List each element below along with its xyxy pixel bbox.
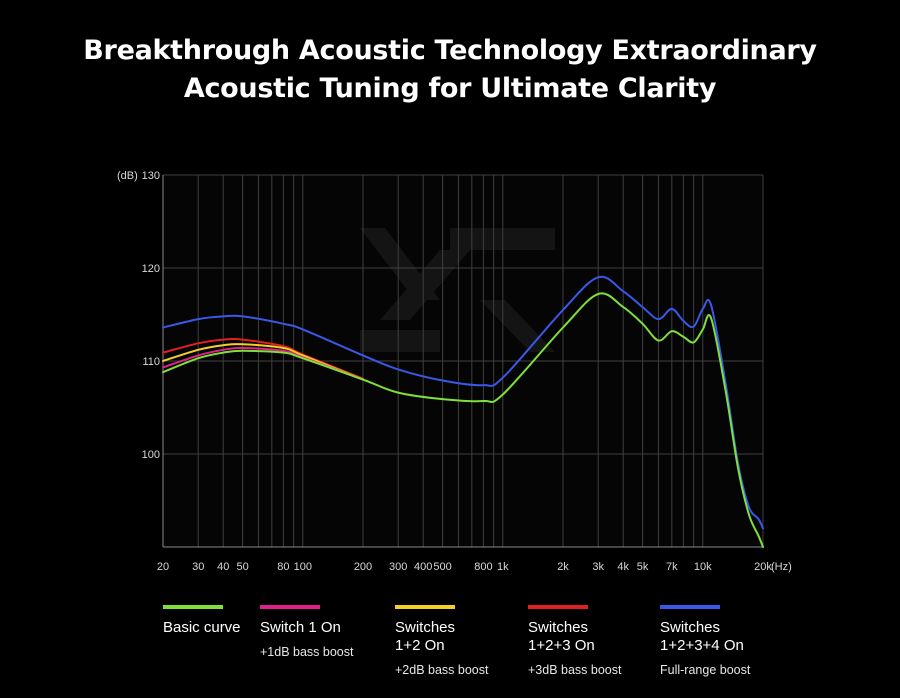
x-axis-unit-label: (Hz) — [771, 561, 792, 573]
x-tick-label: 800 — [474, 561, 492, 573]
x-tick-label: 200 — [354, 561, 372, 573]
legend-label: Switches 1+2 On — [395, 619, 456, 654]
page-title: Breakthrough Acoustic Technology Extraor… — [0, 32, 900, 108]
x-tick-label: 400 — [414, 561, 432, 573]
x-tick-label: 3k — [592, 561, 604, 573]
title-line-2: Acoustic Tuning for Ultimate Clarity — [183, 73, 717, 104]
y-axis-unit-label: (dB) — [117, 170, 138, 182]
y-tick-label: 120 — [142, 263, 160, 275]
legend-item: Switch 1 On +1dB bass boost — [260, 605, 353, 659]
x-tick-label: 7k — [666, 561, 678, 573]
legend-label: Basic curve — [163, 619, 241, 636]
series-line-4 — [162, 275, 764, 530]
x-tick-label: 50 — [236, 561, 248, 573]
y-tick-label: 100 — [142, 449, 160, 461]
legend-item: Switches 1+2 On +2dB bass boost — [395, 605, 488, 677]
x-tick-label: 10k — [694, 561, 712, 573]
x-tick-label: 20k — [754, 561, 772, 573]
legend-label: Switches 1+2+3+4 On — [660, 619, 744, 654]
x-tick-label: 300 — [389, 561, 407, 573]
legend-swatch — [163, 605, 223, 609]
legend-swatch — [260, 605, 320, 609]
legend-description: +3dB bass boost — [528, 663, 622, 677]
legend-description: Full-range boost — [660, 663, 751, 677]
legend-description: +1dB bass boost — [260, 645, 354, 659]
legend-label: Switch 1 On — [260, 619, 341, 636]
y-tick-label: 130 — [142, 170, 160, 182]
legend-item: Switches 1+2+3+4 On Full-range boost — [660, 605, 750, 677]
series-line-2 — [162, 343, 364, 381]
legend-swatch — [528, 605, 588, 609]
legend-item: Basic curve — [163, 605, 241, 637]
legend-swatch — [660, 605, 720, 609]
x-tick-label: 100 — [294, 561, 312, 573]
x-tick-label: 5k — [637, 561, 649, 573]
x-tick-label: 4k — [617, 561, 629, 573]
legend-item: Switches 1+2+3 On +3dB bass boost — [528, 605, 621, 677]
legend-swatch — [395, 605, 455, 609]
legend-description: +2dB bass boost — [395, 663, 489, 677]
title-line-1: Breakthrough Acoustic Technology Extraor… — [83, 35, 817, 66]
x-tick-label: 80 — [277, 561, 289, 573]
series-line-0 — [162, 292, 764, 548]
x-tick-label: 1k — [497, 561, 509, 573]
legend-label: Switches 1+2+3 On — [528, 619, 595, 654]
x-tick-label: 500 — [433, 561, 451, 573]
y-tick-label: 110 — [142, 356, 160, 368]
x-tick-label: 30 — [192, 561, 204, 573]
x-tick-label: 40 — [217, 561, 229, 573]
x-tick-label: 2k — [557, 561, 569, 573]
x-tick-label: 20 — [157, 561, 169, 573]
